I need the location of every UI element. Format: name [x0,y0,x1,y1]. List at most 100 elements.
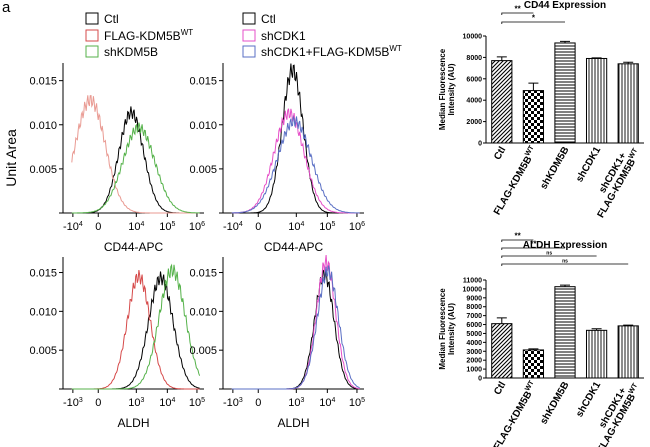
legend-swatch [85,29,99,42]
y-tick-label: 2000 [466,119,482,126]
y-tick-label: 0 [478,141,482,148]
y-tick-label: 8000 [466,55,482,62]
y-tick-label: 4000 [466,340,482,347]
bar-chart: CD44 Expression Median FluorescenceIntens… [438,0,644,220]
y-tick-label: 3000 [466,349,482,356]
x-tick-label: 105 [159,221,175,233]
y-tick-label: 0.005 [29,345,57,357]
y-tick-label: 9000 [466,295,482,302]
y-tick-label: 6000 [466,76,482,83]
histogram-axes [222,63,364,214]
y-tick-label: 6000 [466,322,482,329]
significance-bracket [501,12,534,15]
significance-label: ** [514,232,521,241]
error-bar [528,82,539,91]
x-axis-label: ALDH [277,416,309,430]
y-tick-label: 10000 [463,286,483,293]
y-tick-label: 7000 [466,313,482,320]
histogram-curve [71,263,201,390]
y-tick-label: 0.005 [29,164,57,176]
significance-bracket [501,263,629,266]
y-tick-label: 0.010 [29,306,57,318]
bar [617,63,639,144]
x-axis-label: CD44-APC [264,240,324,254]
significance-bracket [501,21,565,24]
y-axis-label: Median FluorescenceIntensity (AU) [438,288,456,370]
legend-label: Ctl [104,12,119,26]
category-label: Ctl [492,380,508,397]
legend-swatch [242,12,256,25]
y-tick-label: 0.010 [189,120,217,132]
x-tick-label: -104 [63,221,83,233]
y-tick-label: 0.015 [29,268,57,280]
significance-label: ** [514,5,521,14]
x-tick-label: 104 [128,221,144,233]
y-tick-label: 0.010 [29,120,57,132]
histogram-curve [71,106,200,214]
x-tick-label: 105 [189,397,205,409]
histogram-curve [71,122,200,214]
x-tick-label: 103 [288,397,304,409]
y-tick-label: 8000 [466,304,482,311]
bar [585,57,608,144]
bar [522,90,545,144]
chart-title: CD44 Expression [524,0,606,11]
bar [491,60,513,144]
significance-bracket [501,255,597,258]
x-tick-label: 106 [349,221,365,233]
y-tick-label: 0 [478,376,482,383]
x-tick-label: 104 [288,221,304,233]
legend-label: Ctl [261,12,276,26]
y-axis-label: Median FluorescenceIntensity (AU) [438,48,456,130]
significance-label: ns [562,259,568,265]
legend-swatch [242,29,256,42]
legend-label: shCDK1+FLAG-KDM5BWT [261,44,402,59]
significance-bracket [501,247,565,250]
bar-chart-panels: CD44 Expression Median FluorescenceIntens… [438,0,644,447]
x-tick-label: 105 [319,221,335,233]
x-tick-label: 0 [95,397,101,409]
legend-swatch [85,12,99,25]
error-bar [496,317,507,324]
y-tick-label: 0.005 [189,345,217,357]
histogram-curve [231,63,360,214]
legend-label: FLAG-KDM5BWT [104,28,193,43]
legend-swatch [242,45,256,58]
x-tick-label: -103 [63,397,83,409]
bar [554,286,576,379]
y-tick-label: 0.005 [189,164,217,176]
y-tick-label: 10000 [463,34,483,41]
x-axis-label: ALDH [117,416,149,430]
x-tick-label: 0 [255,221,261,233]
y-tick-label: 0.015 [189,76,217,88]
x-tick-label: -104 [223,221,243,233]
y-tick-label: 0.010 [189,306,217,318]
error-bar [528,348,539,350]
y-tick-label: 0.015 [29,76,57,88]
error-bar [496,56,507,61]
histogram-axes [62,63,204,214]
chart-title: ALDH Expression [523,240,607,251]
histogram-panel: 0.015 0.010 0.005 -104 0 104 105 106 CD44-APC [189,63,365,254]
legend-label: shCDK1 [261,29,306,43]
significance-label: * [532,14,536,23]
histogram-panel: 0.015 0.010 0.005 -103 0 103 104 105 ALDH [189,254,365,430]
legend-label: shKDM5B [104,45,158,59]
legend-swatch [85,45,99,58]
error-bar [623,324,634,326]
histogram-curve [231,114,360,214]
shared-y-axis-label: Unit Area [3,129,19,187]
bar-chart: ALDH Expression Median FluorescenceIntens… [438,232,644,447]
bar [522,349,545,379]
legend-left: Ctl FLAG-KDM5BWT shKDM5B [85,12,193,59]
histogram-curve [231,265,360,390]
significance-label: ns [546,251,552,257]
panel-label: a [2,0,11,16]
bar [585,329,608,379]
histogram-axes [222,257,364,390]
histogram-curve [231,254,360,390]
x-tick-label: 106 [189,221,205,233]
y-tick-label: 11000 [463,278,482,285]
